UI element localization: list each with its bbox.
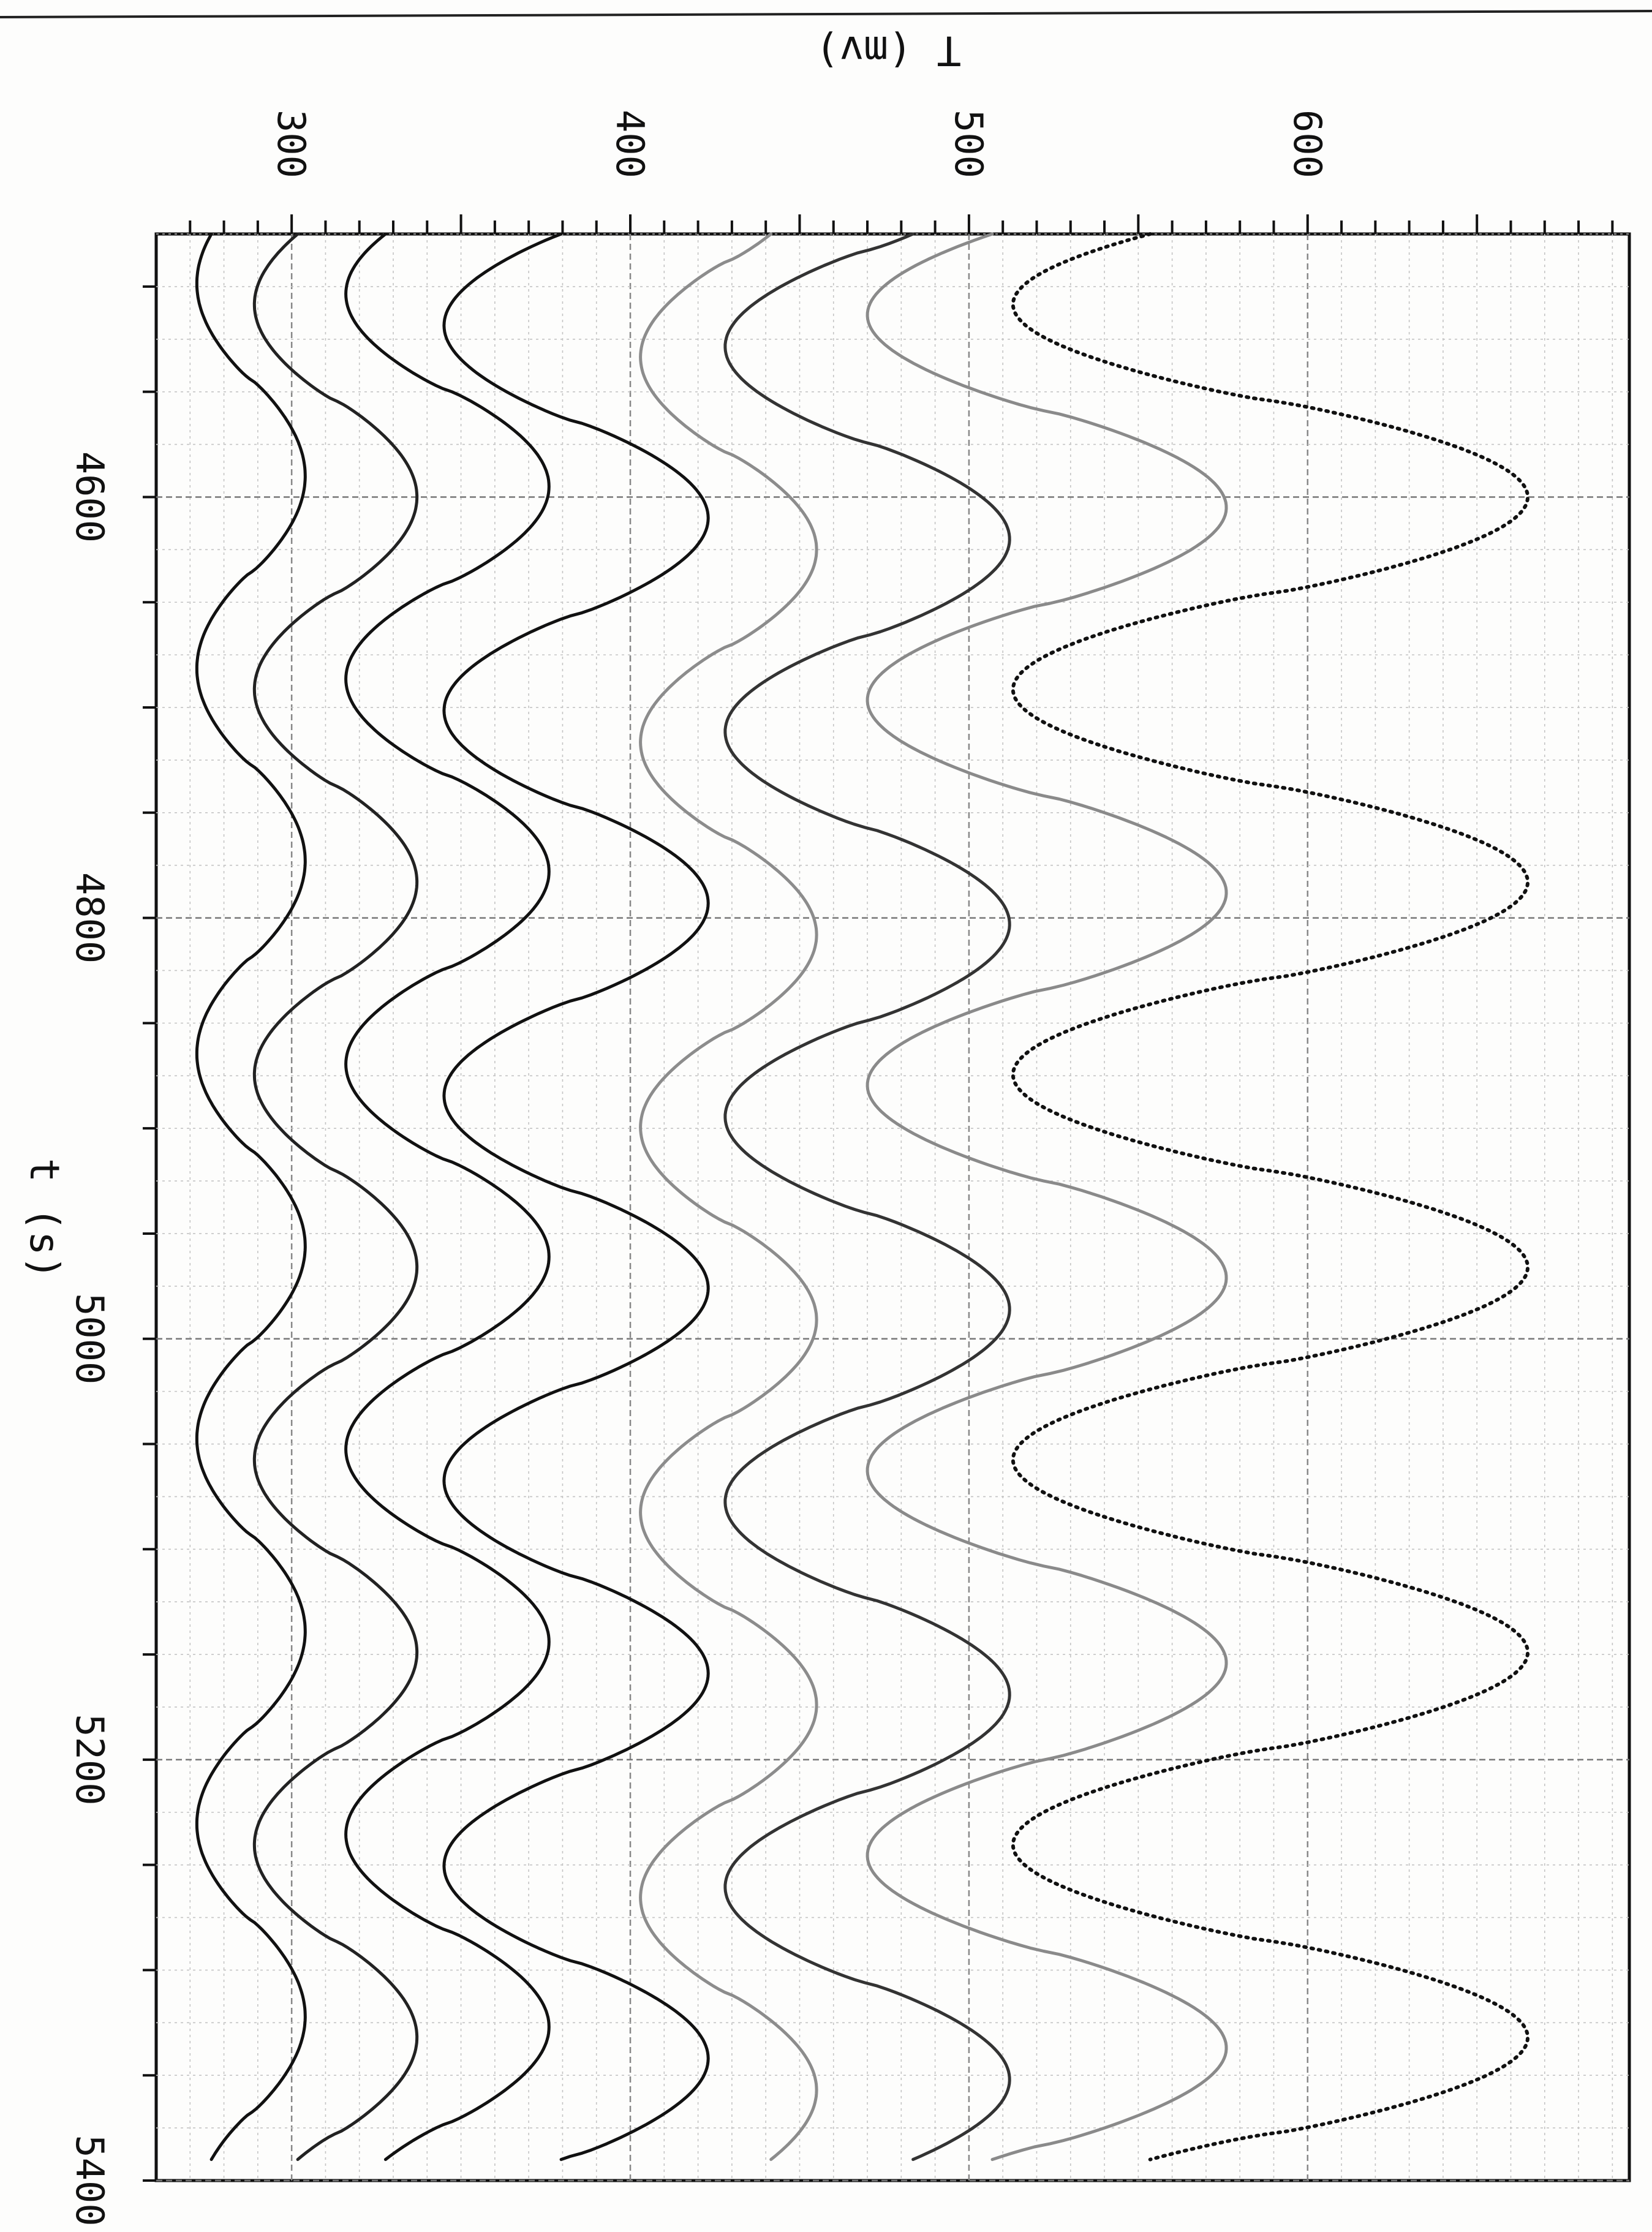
temperature-axis-title: T (mv) (815, 27, 961, 74)
temperature-tick-label: 500 (946, 110, 991, 178)
series-line-6 (723, 232, 1011, 2162)
series-line-1 (195, 232, 307, 2162)
series-line-3 (344, 232, 551, 2162)
series-line-7 (866, 232, 1228, 2162)
time-tick-label: 4600 (67, 451, 112, 543)
page-top-border (0, 10, 1652, 18)
temperature-tick-label: 600 (1285, 110, 1330, 178)
series-line-4 (442, 232, 710, 2162)
temperature-tick-label: 300 (269, 110, 314, 178)
time-axis-title: t (s) (21, 1158, 68, 1280)
time-tick-label: 5200 (67, 1714, 112, 1805)
time-tick-label: 5400 (67, 2135, 112, 2226)
temperature-tick-label: 400 (608, 110, 652, 178)
time-tick-label: 4800 (67, 872, 112, 963)
series-line-2 (252, 232, 419, 2162)
series-line-8 (1011, 232, 1530, 2162)
series-line-5 (639, 232, 818, 2162)
time-tick-label: 5000 (67, 1293, 112, 1384)
